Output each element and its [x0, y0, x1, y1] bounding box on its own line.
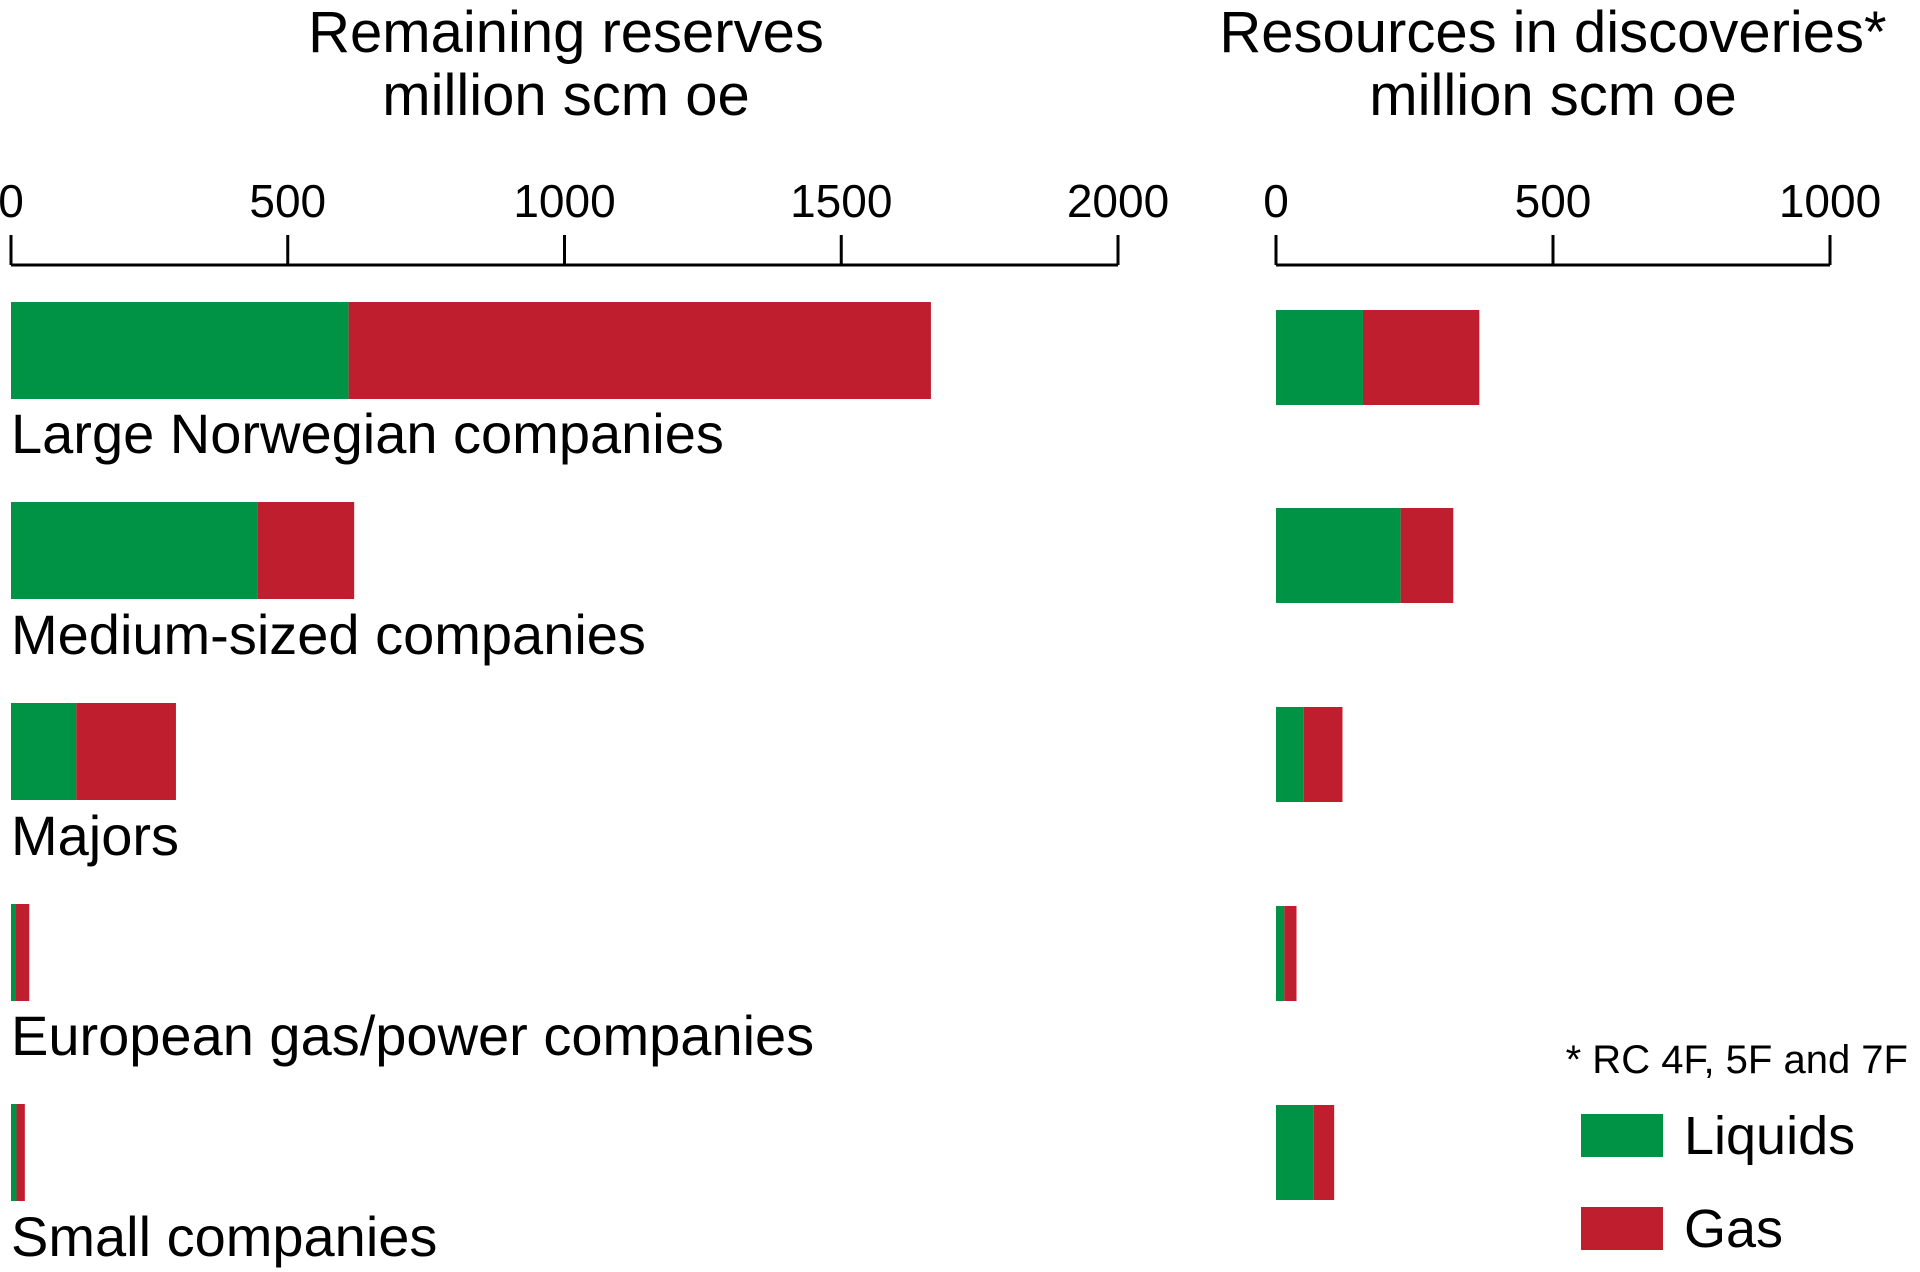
left-tick-label: 1500: [790, 175, 892, 227]
right-x-axis: 0 500 1000: [1263, 175, 1881, 267]
left-bar-majors-liquids: [11, 703, 77, 800]
right-bars: [1276, 310, 1480, 1200]
category-labels: Large Norwegian companies Medium-sized co…: [11, 402, 814, 1268]
right-bar-medium-sized-companies-liquids: [1276, 508, 1401, 603]
left-tick-label: 0: [0, 175, 24, 227]
right-chart-subtitle: million scm oe: [1369, 63, 1736, 128]
category-label-majors: Majors: [11, 804, 179, 867]
legend-swatch-gas: [1581, 1207, 1663, 1250]
left-chart-title: Remaining reserves: [308, 0, 824, 65]
left-chart-subtitle: million scm oe: [382, 63, 749, 128]
category-label-european-gas-power-companies: European gas/power companies: [11, 1004, 814, 1067]
right-bar-european-gas-power-companies-liquids: [1276, 906, 1285, 1001]
right-tick-label: 0: [1263, 175, 1289, 227]
left-bar-small-companies-liquids: [11, 1104, 17, 1201]
left-bar-large-norwegian-companies-liquids: [11, 302, 349, 399]
left-bar-majors-gas: [76, 703, 176, 800]
left-bar-large-norwegian-companies-gas: [348, 302, 931, 399]
left-x-axis: 0 500 1000 1500 2000: [0, 175, 1169, 267]
left-tick-label: 500: [249, 175, 326, 227]
right-tick-label: 500: [1515, 175, 1592, 227]
left-bar-medium-sized-companies-gas: [257, 502, 355, 599]
left-bar-european-gas-power-companies-gas: [15, 904, 30, 1001]
footnote: * RC 4F, 5F and 7F: [1566, 1038, 1908, 1082]
left-bar-small-companies-gas: [16, 1104, 25, 1201]
category-label-large-norwegian-companies: Large Norwegian companies: [11, 402, 724, 465]
left-bar-medium-sized-companies-liquids: [11, 502, 258, 599]
legend-label-gas: Gas: [1684, 1199, 1783, 1259]
right-tick-label: 1000: [1779, 175, 1881, 227]
right-chart-title: Resources in discoveries*: [1219, 0, 1886, 65]
right-bar-large-norwegian-companies-gas: [1362, 310, 1480, 405]
left-tick-label: 2000: [1067, 175, 1169, 227]
legend: Liquids Gas: [1581, 1106, 1855, 1259]
right-bar-large-norwegian-companies-liquids: [1276, 310, 1363, 405]
category-label-small-companies: Small companies: [11, 1205, 437, 1268]
right-bar-small-companies-liquids: [1276, 1105, 1314, 1200]
left-bar-european-gas-power-companies-liquids: [11, 904, 16, 1001]
left-bars: [11, 302, 931, 1201]
legend-swatch-liquids: [1581, 1114, 1663, 1157]
left-tick-label: 1000: [513, 175, 615, 227]
right-bar-medium-sized-companies-gas: [1400, 508, 1454, 603]
right-bar-majors-liquids: [1276, 707, 1304, 802]
category-label-medium-sized-companies: Medium-sized companies: [11, 603, 646, 666]
right-bar-majors-gas: [1303, 707, 1343, 802]
right-bar-european-gas-power-companies-gas: [1284, 906, 1297, 1001]
right-bar-small-companies-gas: [1313, 1105, 1335, 1200]
legend-label-liquids: Liquids: [1684, 1106, 1855, 1166]
